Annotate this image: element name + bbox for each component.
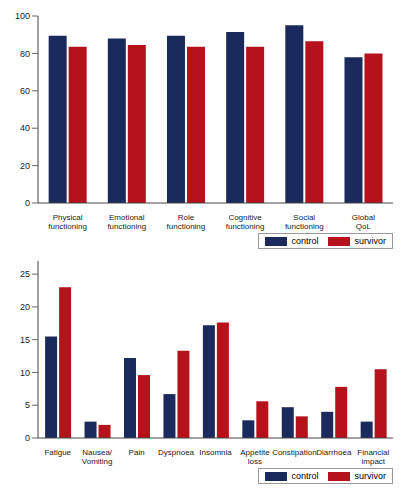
svg-text:Fatigue: Fatigue (44, 448, 71, 457)
html-text:control: control (291, 236, 319, 246)
svg-text:15: 15 (20, 335, 30, 345)
svg-text:Rolefunctioning: Rolefunctioning (167, 213, 206, 231)
svg-text:Constipation: Constipation (272, 448, 316, 457)
svg-text:Cognitivefunctioning: Cognitivefunctioning (226, 213, 265, 231)
svg-text:40: 40 (20, 123, 30, 133)
svg-text:GlobalQoL: GlobalQoL (352, 213, 375, 231)
svg-text:60: 60 (20, 86, 30, 96)
svg-text:Nausea/Vomiting: Nausea/Vomiting (82, 448, 113, 466)
svg-text:10: 10 (20, 368, 30, 378)
svg-text:5: 5 (25, 400, 30, 410)
svg-text:Socialfunctioning: Socialfunctioning (285, 213, 324, 231)
svg-text:0: 0 (25, 433, 30, 443)
svg-text:Emotionalfunctioning: Emotionalfunctioning (107, 213, 146, 231)
svg-text:20: 20 (20, 302, 30, 312)
svg-text:Physicalfunctioning: Physicalfunctioning (48, 213, 87, 231)
html-text:survivor: survivor (354, 236, 386, 246)
svg-text:0: 0 (25, 198, 30, 208)
svg-text:20: 20 (20, 161, 30, 171)
svg-text:Appetiteloss: Appetiteloss (240, 448, 270, 466)
svg-text:80: 80 (20, 49, 30, 59)
svg-text:Diarrhoea: Diarrhoea (316, 448, 352, 457)
html-text:survivor: survivor (354, 471, 386, 481)
svg-text:25: 25 (20, 269, 30, 279)
svg-text:Dyspnoea: Dyspnoea (158, 448, 195, 457)
svg-text:Pain: Pain (129, 448, 145, 457)
svg-text:Insomnia: Insomnia (199, 448, 232, 457)
svg-text:100: 100 (15, 11, 30, 21)
svg-text:Financialimpact: Financialimpact (357, 448, 389, 466)
html-text:control: control (291, 471, 319, 481)
